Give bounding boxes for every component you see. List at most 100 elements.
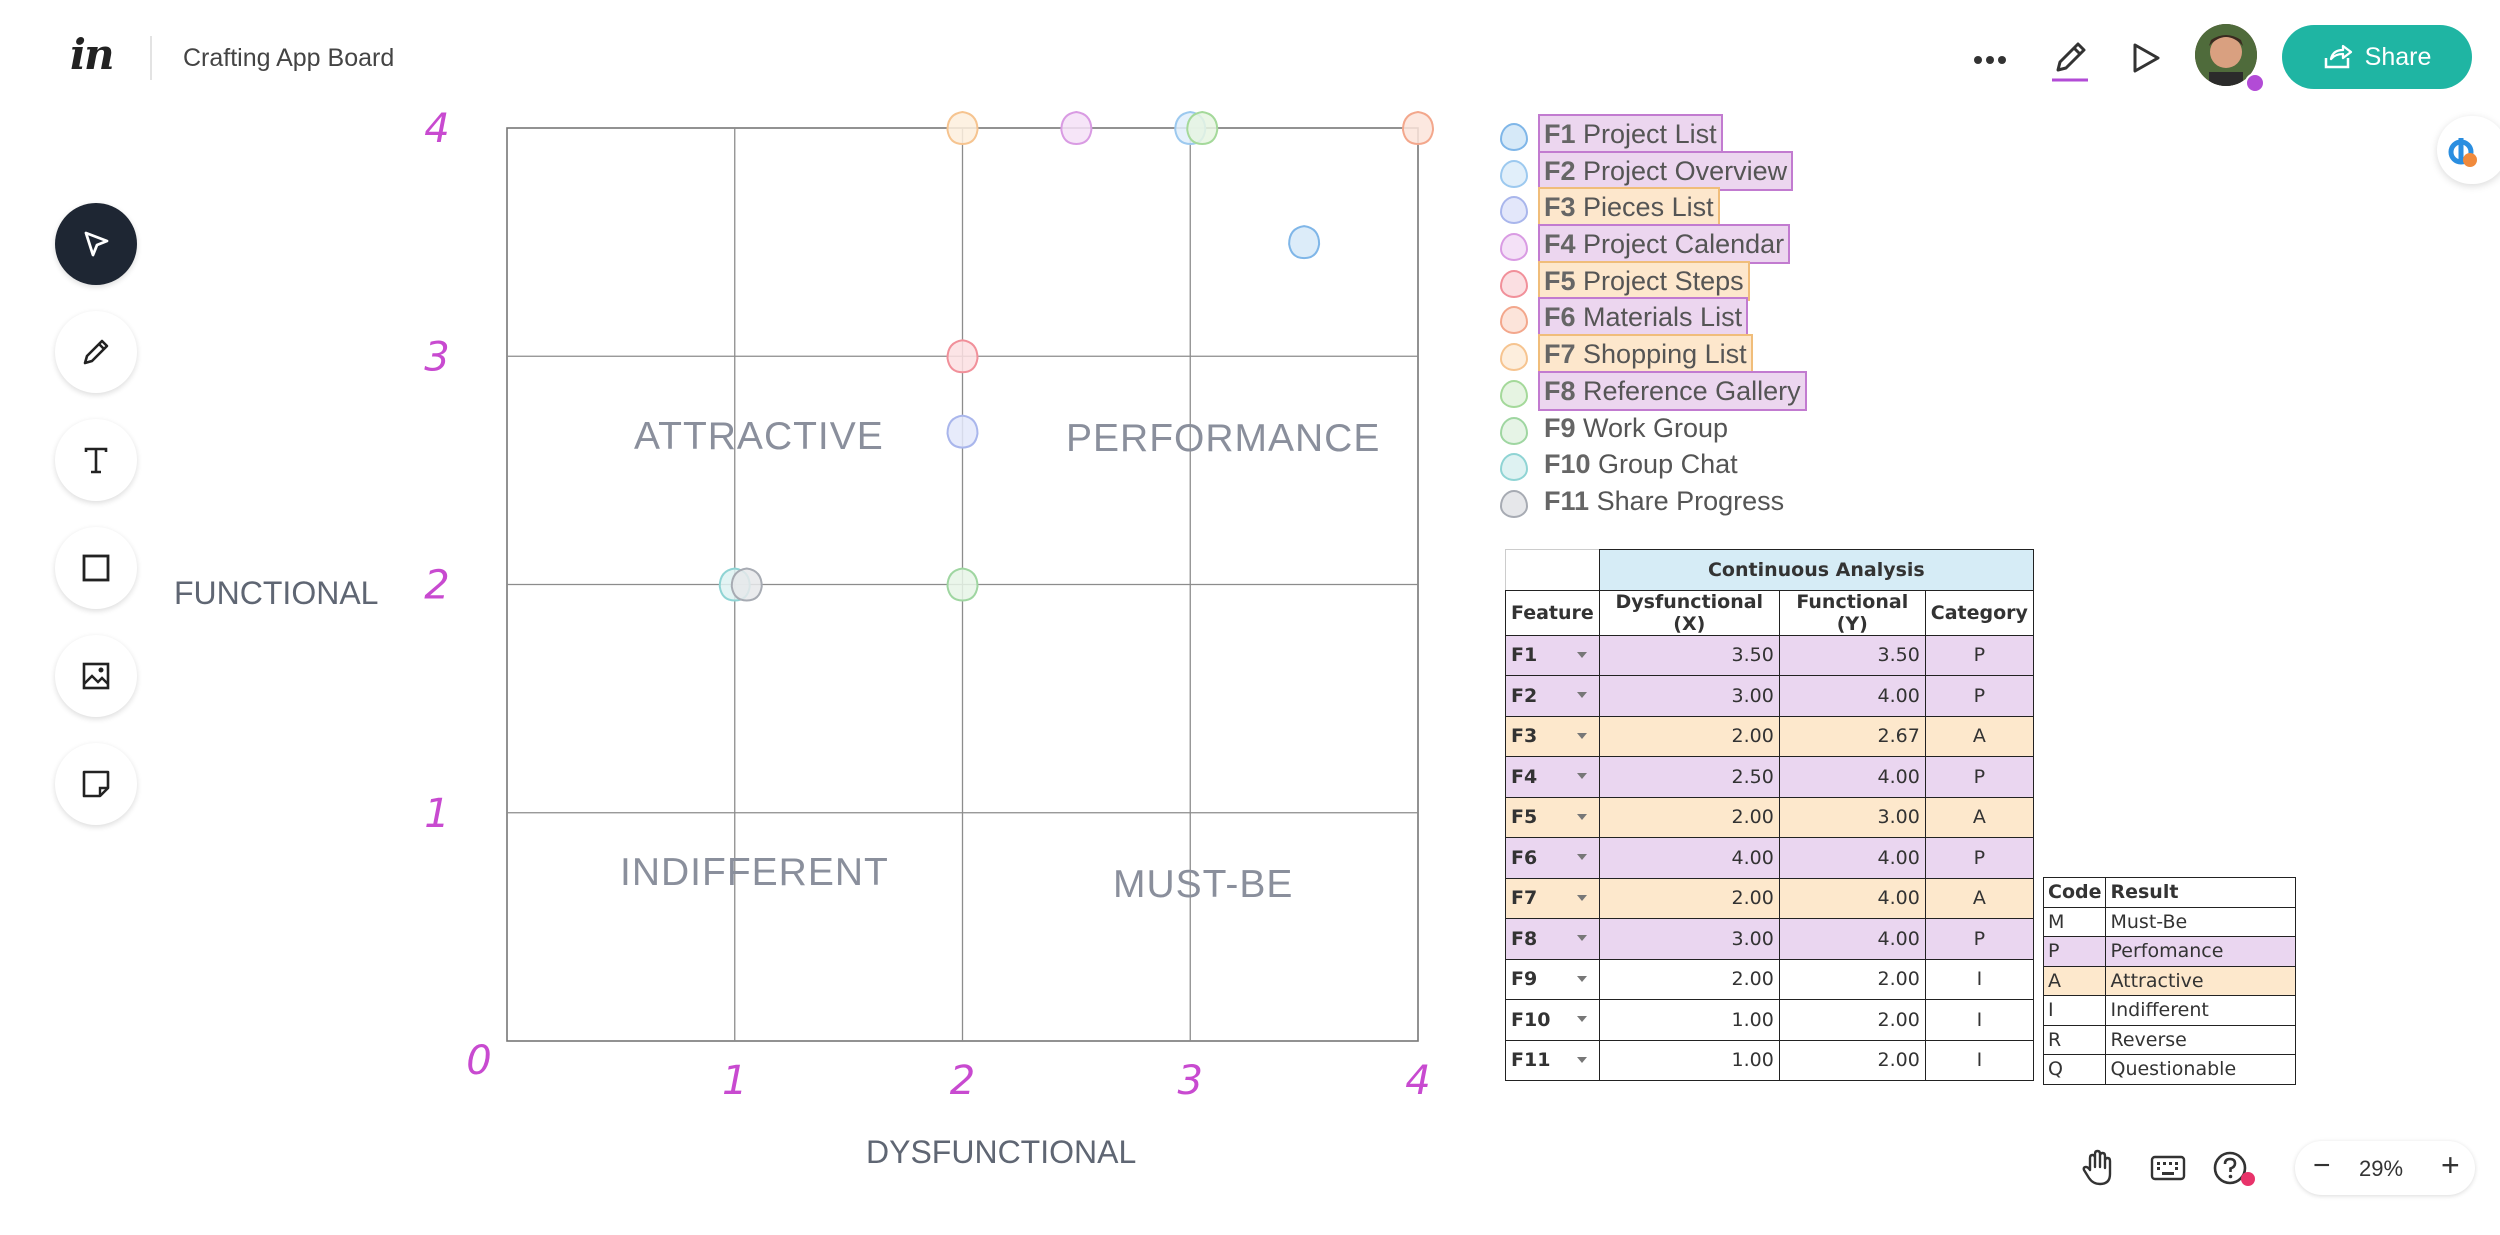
select-tool[interactable] [55, 203, 137, 285]
functional-cell: 4.00 [1778, 756, 1926, 798]
dysfunctional-cell-value: 3.00 [1731, 684, 1774, 707]
dropdown-caret-icon[interactable] [1576, 813, 1587, 820]
avatar[interactable] [2195, 24, 2257, 86]
category-cell-value: P [1973, 765, 1986, 788]
column-header-dysfunctional: Dysfunctional (X) [1598, 589, 1780, 636]
feature-cell[interactable]: F5 [1505, 796, 1600, 838]
sticky-note-tool[interactable] [55, 743, 137, 825]
dropdown-caret-icon[interactable] [1576, 894, 1587, 901]
rectangle-tool[interactable] [55, 527, 137, 609]
legend-code: F11 [1544, 485, 1590, 516]
dysfunctional-cell-value: 1.00 [1731, 1049, 1774, 1072]
result-cell: Reverse [2105, 1024, 2297, 1055]
feature-cell[interactable]: F10 [1505, 999, 1600, 1041]
table-row: F8 3.00 4.00 P [1505, 918, 2034, 960]
keyboard-icon[interactable] [2148, 1148, 2188, 1188]
category-cell-value: P [1973, 684, 1986, 707]
dropdown-caret-icon[interactable] [1576, 773, 1587, 779]
result-cell: Attractive [2105, 965, 2297, 996]
invision-logo[interactable]: in [70, 30, 114, 79]
zoom-level[interactable]: 29% [2359, 1156, 2404, 1181]
legend-marker-icon [1500, 196, 1528, 225]
table-row: F2 3.00 4.00 P [1505, 675, 2034, 717]
dropdown-caret-icon[interactable] [1576, 1056, 1587, 1063]
dysfunctional-cell-value: 1.00 [1731, 1008, 1774, 1031]
more-horizontal-icon[interactable] [1970, 40, 2010, 80]
legend-marker-icon [1500, 233, 1528, 262]
board-title[interactable]: Crafting App Board [183, 44, 395, 72]
legend-code: F5 [1544, 265, 1576, 296]
dysfunctional-cell-value: 4.00 [1731, 846, 1774, 869]
hand-pan-icon[interactable] [2078, 1148, 2118, 1188]
help-icon[interactable] [2210, 1148, 2250, 1188]
dropdown-caret-icon[interactable] [1576, 975, 1587, 982]
dropdown-caret-icon[interactable] [1576, 854, 1587, 860]
functional-cell: 3.50 [1778, 634, 1926, 676]
functional-cell-value: 4.00 [1877, 927, 1920, 950]
table-row: F6 4.00 4.00 P [1505, 837, 2034, 879]
dysfunctional-cell: 3.00 [1598, 918, 1780, 960]
feature-cell[interactable]: F3 [1505, 715, 1600, 757]
pen-icon[interactable] [2048, 38, 2092, 84]
dysfunctional-cell: 2.00 [1598, 958, 1780, 1000]
dysfunctional-cell-value: 2.00 [1731, 887, 1774, 910]
functional-cell-value: 2.00 [1877, 1008, 1920, 1031]
category-cell-value: P [1973, 927, 1986, 950]
feature-cell-value: F4 [1511, 765, 1538, 788]
integration-chip[interactable] [2437, 116, 2500, 184]
zoom-out-button[interactable]: − [2313, 1149, 2331, 1182]
legend-label: F2 Project Overview [1537, 150, 1794, 191]
legend-label: F3 Pieces List [1538, 187, 1720, 228]
dysfunctional-cell: 2.00 [1598, 877, 1780, 919]
legend-text: Project Calendar [1583, 229, 1785, 260]
feature-cell[interactable]: F6 [1505, 837, 1600, 879]
data-point-f5 [946, 339, 979, 374]
code-row: Q Questionable [2042, 1054, 2297, 1085]
feature-cell[interactable]: F9 [1505, 958, 1600, 1000]
category-cell: A [1924, 796, 2034, 838]
dropdown-caret-icon[interactable] [1576, 651, 1587, 658]
feature-cell[interactable]: F4 [1505, 756, 1600, 798]
legend-text: Share Progress [1596, 485, 1785, 516]
share-button[interactable]: Share [2282, 25, 2472, 89]
text-tool[interactable] [55, 419, 137, 501]
dropdown-caret-icon[interactable] [1576, 1016, 1587, 1022]
chart-points [718, 110, 1435, 602]
feature-cell[interactable]: F1 [1505, 634, 1600, 676]
dropdown-caret-icon[interactable] [1576, 692, 1587, 698]
result-cell: Questionable [2105, 1054, 2297, 1085]
functional-cell-value: 2.67 [1877, 725, 1920, 748]
legend-label: F9 Work Group [1540, 410, 1732, 446]
data-point-f2 [1174, 110, 1207, 146]
dysfunctional-cell-value: 2.00 [1731, 968, 1774, 991]
category-cell: A [1924, 877, 2034, 919]
feature-cell-value: F10 [1511, 1008, 1551, 1031]
result-cell: Must-Be [2105, 906, 2297, 937]
feature-cell[interactable]: F7 [1505, 877, 1600, 919]
category-cell-value: I [1976, 1008, 1983, 1031]
feature-cell[interactable]: F8 [1505, 918, 1600, 960]
category-cell-value: P [1973, 644, 1986, 667]
zoom-in-button[interactable]: + [2441, 1147, 2460, 1183]
legend-marker-icon [1500, 306, 1528, 335]
code-cell: R [2042, 1024, 2107, 1055]
functional-cell: 2.00 [1778, 958, 1926, 1000]
legend-text: Materials List [1583, 302, 1743, 333]
category-cell: I [1924, 1039, 2034, 1081]
legend-label: F5 Project Steps [1538, 260, 1750, 301]
feature-cell[interactable]: F11 [1505, 1039, 1600, 1081]
legend-code: F10 [1544, 449, 1591, 480]
pen-icon [83, 339, 109, 365]
feature-cell[interactable]: F2 [1505, 675, 1600, 717]
quadrant-label-indifferent: INDIFFERENT [620, 851, 889, 894]
legend-code: F3 [1544, 192, 1576, 223]
legend-code: F8 [1544, 375, 1576, 406]
data-point-f4 [1060, 110, 1093, 146]
notification-dot [2241, 1172, 2255, 1186]
dropdown-caret-icon[interactable] [1576, 732, 1587, 739]
pen-tool[interactable] [55, 311, 137, 393]
feature-cell-value: F8 [1511, 927, 1538, 950]
image-tool[interactable] [55, 635, 137, 717]
dropdown-caret-icon[interactable] [1576, 935, 1587, 941]
play-icon[interactable] [2125, 38, 2165, 78]
